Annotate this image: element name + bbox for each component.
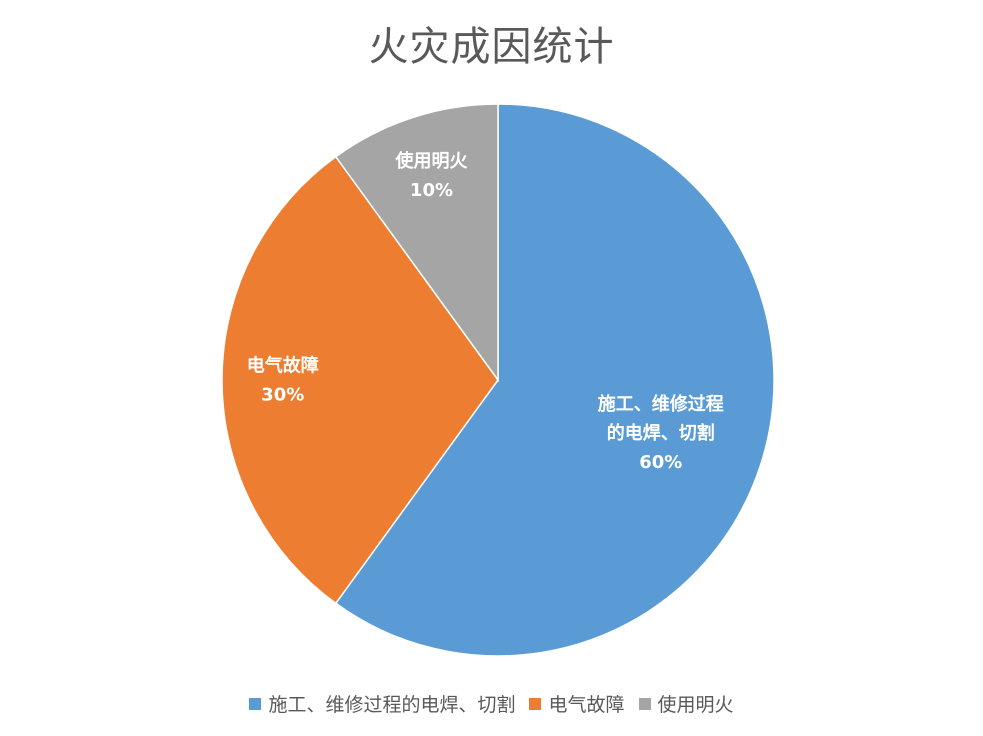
pie-label-line-welding: 施工、维修过程 xyxy=(598,393,724,415)
legend-label-electrical: 电气故障 xyxy=(548,694,625,716)
legend-label-open-flame: 使用明火 xyxy=(657,694,734,716)
pie-label-line-welding: 的电焊、切割 xyxy=(607,422,715,444)
legend-swatch-welding xyxy=(249,697,262,710)
pie-percent-open-flame: 10% xyxy=(410,180,453,201)
legend-item-electrical[interactable]: 电气故障 xyxy=(529,690,625,717)
pie-slice-open-flame[interactable] xyxy=(334,103,499,383)
pie-label-open-flame: 使用明火 10% xyxy=(394,151,468,201)
pie-label-welding: 施工、维修过程的电焊、切割 60% xyxy=(598,393,724,473)
pie-percent-welding: 60% xyxy=(639,452,682,473)
legend-label-welding: 施工、维修过程的电焊、切割 xyxy=(268,694,516,716)
legend-item-open-flame[interactable]: 使用明火 xyxy=(638,690,734,717)
pie-label-line-open-flame: 使用明火 xyxy=(394,151,468,172)
pie-slice-welding[interactable] xyxy=(334,103,775,657)
pie-percent-electrical: 30% xyxy=(261,385,304,406)
legend-swatch-open-flame xyxy=(638,697,651,710)
legend-item-welding[interactable]: 施工、维修过程的电焊、切割 xyxy=(249,690,515,717)
chart-legend: 施工、维修过程的电焊、切割 电气故障 使用明火 xyxy=(0,690,983,717)
pie-slice-electrical[interactable] xyxy=(221,155,499,605)
legend-swatch-electrical xyxy=(529,697,542,710)
pie-label-line-electrical: 电气故障 xyxy=(247,355,319,377)
pie-label-electrical: 电气故障 30% xyxy=(247,355,319,406)
chart-title: 火灾成因统计 xyxy=(368,24,615,70)
